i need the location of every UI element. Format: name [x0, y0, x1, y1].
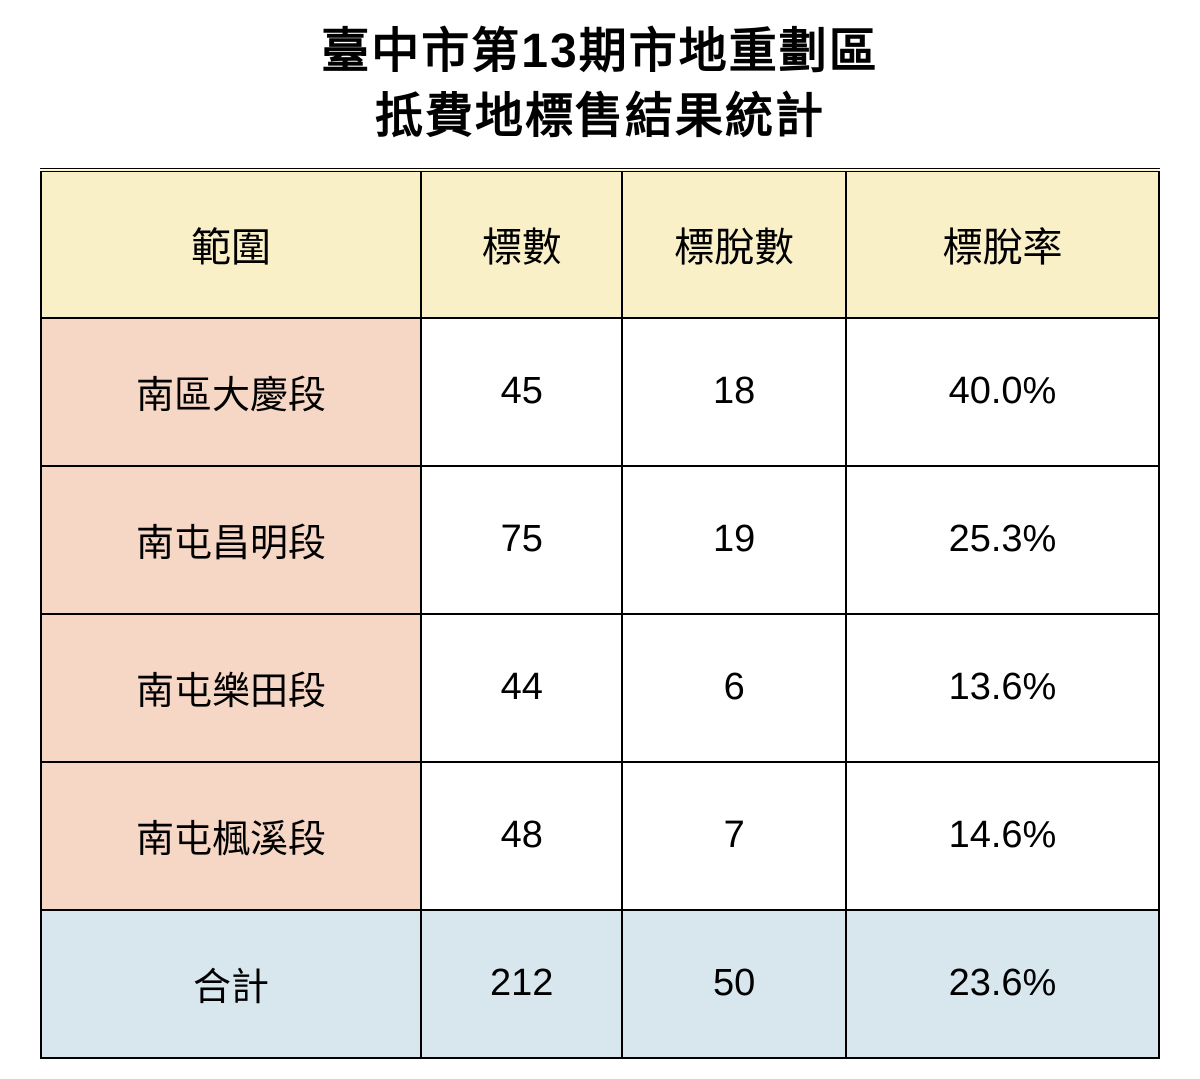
cell-count: 75 [421, 466, 622, 614]
title-line-2: 抵費地標售結果統計 [40, 85, 1160, 150]
cell-total-rate: 23.6% [846, 910, 1159, 1058]
cell-area: 南區大慶段 [41, 318, 421, 466]
table-row: 南屯楓溪段 48 7 14.6% [41, 762, 1159, 910]
cell-rate: 25.3% [846, 466, 1159, 614]
table-total-row: 合計 212 50 23.6% [41, 910, 1159, 1058]
cell-sold: 6 [622, 614, 846, 762]
cell-count: 48 [421, 762, 622, 910]
cell-count: 45 [421, 318, 622, 466]
cell-total-count: 212 [421, 910, 622, 1058]
col-header-sold: 標脫數 [622, 170, 846, 318]
cell-rate: 14.6% [846, 762, 1159, 910]
title-line-1: 臺中市第13期市地重劃區 [40, 20, 1160, 85]
table-row: 南屯樂田段 44 6 13.6% [41, 614, 1159, 762]
cell-area: 南屯楓溪段 [41, 762, 421, 910]
col-header-area: 範圍 [41, 170, 421, 318]
cell-sold: 7 [622, 762, 846, 910]
cell-sold: 19 [622, 466, 846, 614]
page-title: 臺中市第13期市地重劃區 抵費地標售結果統計 [40, 20, 1160, 150]
cell-area: 南屯樂田段 [41, 614, 421, 762]
table-header-row: 範圍 標數 標脫數 標脫率 [41, 170, 1159, 318]
cell-rate: 40.0% [846, 318, 1159, 466]
col-header-rate: 標脫率 [846, 170, 1159, 318]
cell-area: 南屯昌明段 [41, 466, 421, 614]
table-row: 南屯昌明段 75 19 25.3% [41, 466, 1159, 614]
cell-count: 44 [421, 614, 622, 762]
cell-total-sold: 50 [622, 910, 846, 1058]
table-row: 南區大慶段 45 18 40.0% [41, 318, 1159, 466]
cell-sold: 18 [622, 318, 846, 466]
col-header-count: 標數 [421, 170, 622, 318]
cell-rate: 13.6% [846, 614, 1159, 762]
cell-total-area: 合計 [41, 910, 421, 1058]
results-table: 範圍 標數 標脫數 標脫率 南區大慶段 45 18 40.0% 南屯昌明段 75… [40, 168, 1160, 1059]
